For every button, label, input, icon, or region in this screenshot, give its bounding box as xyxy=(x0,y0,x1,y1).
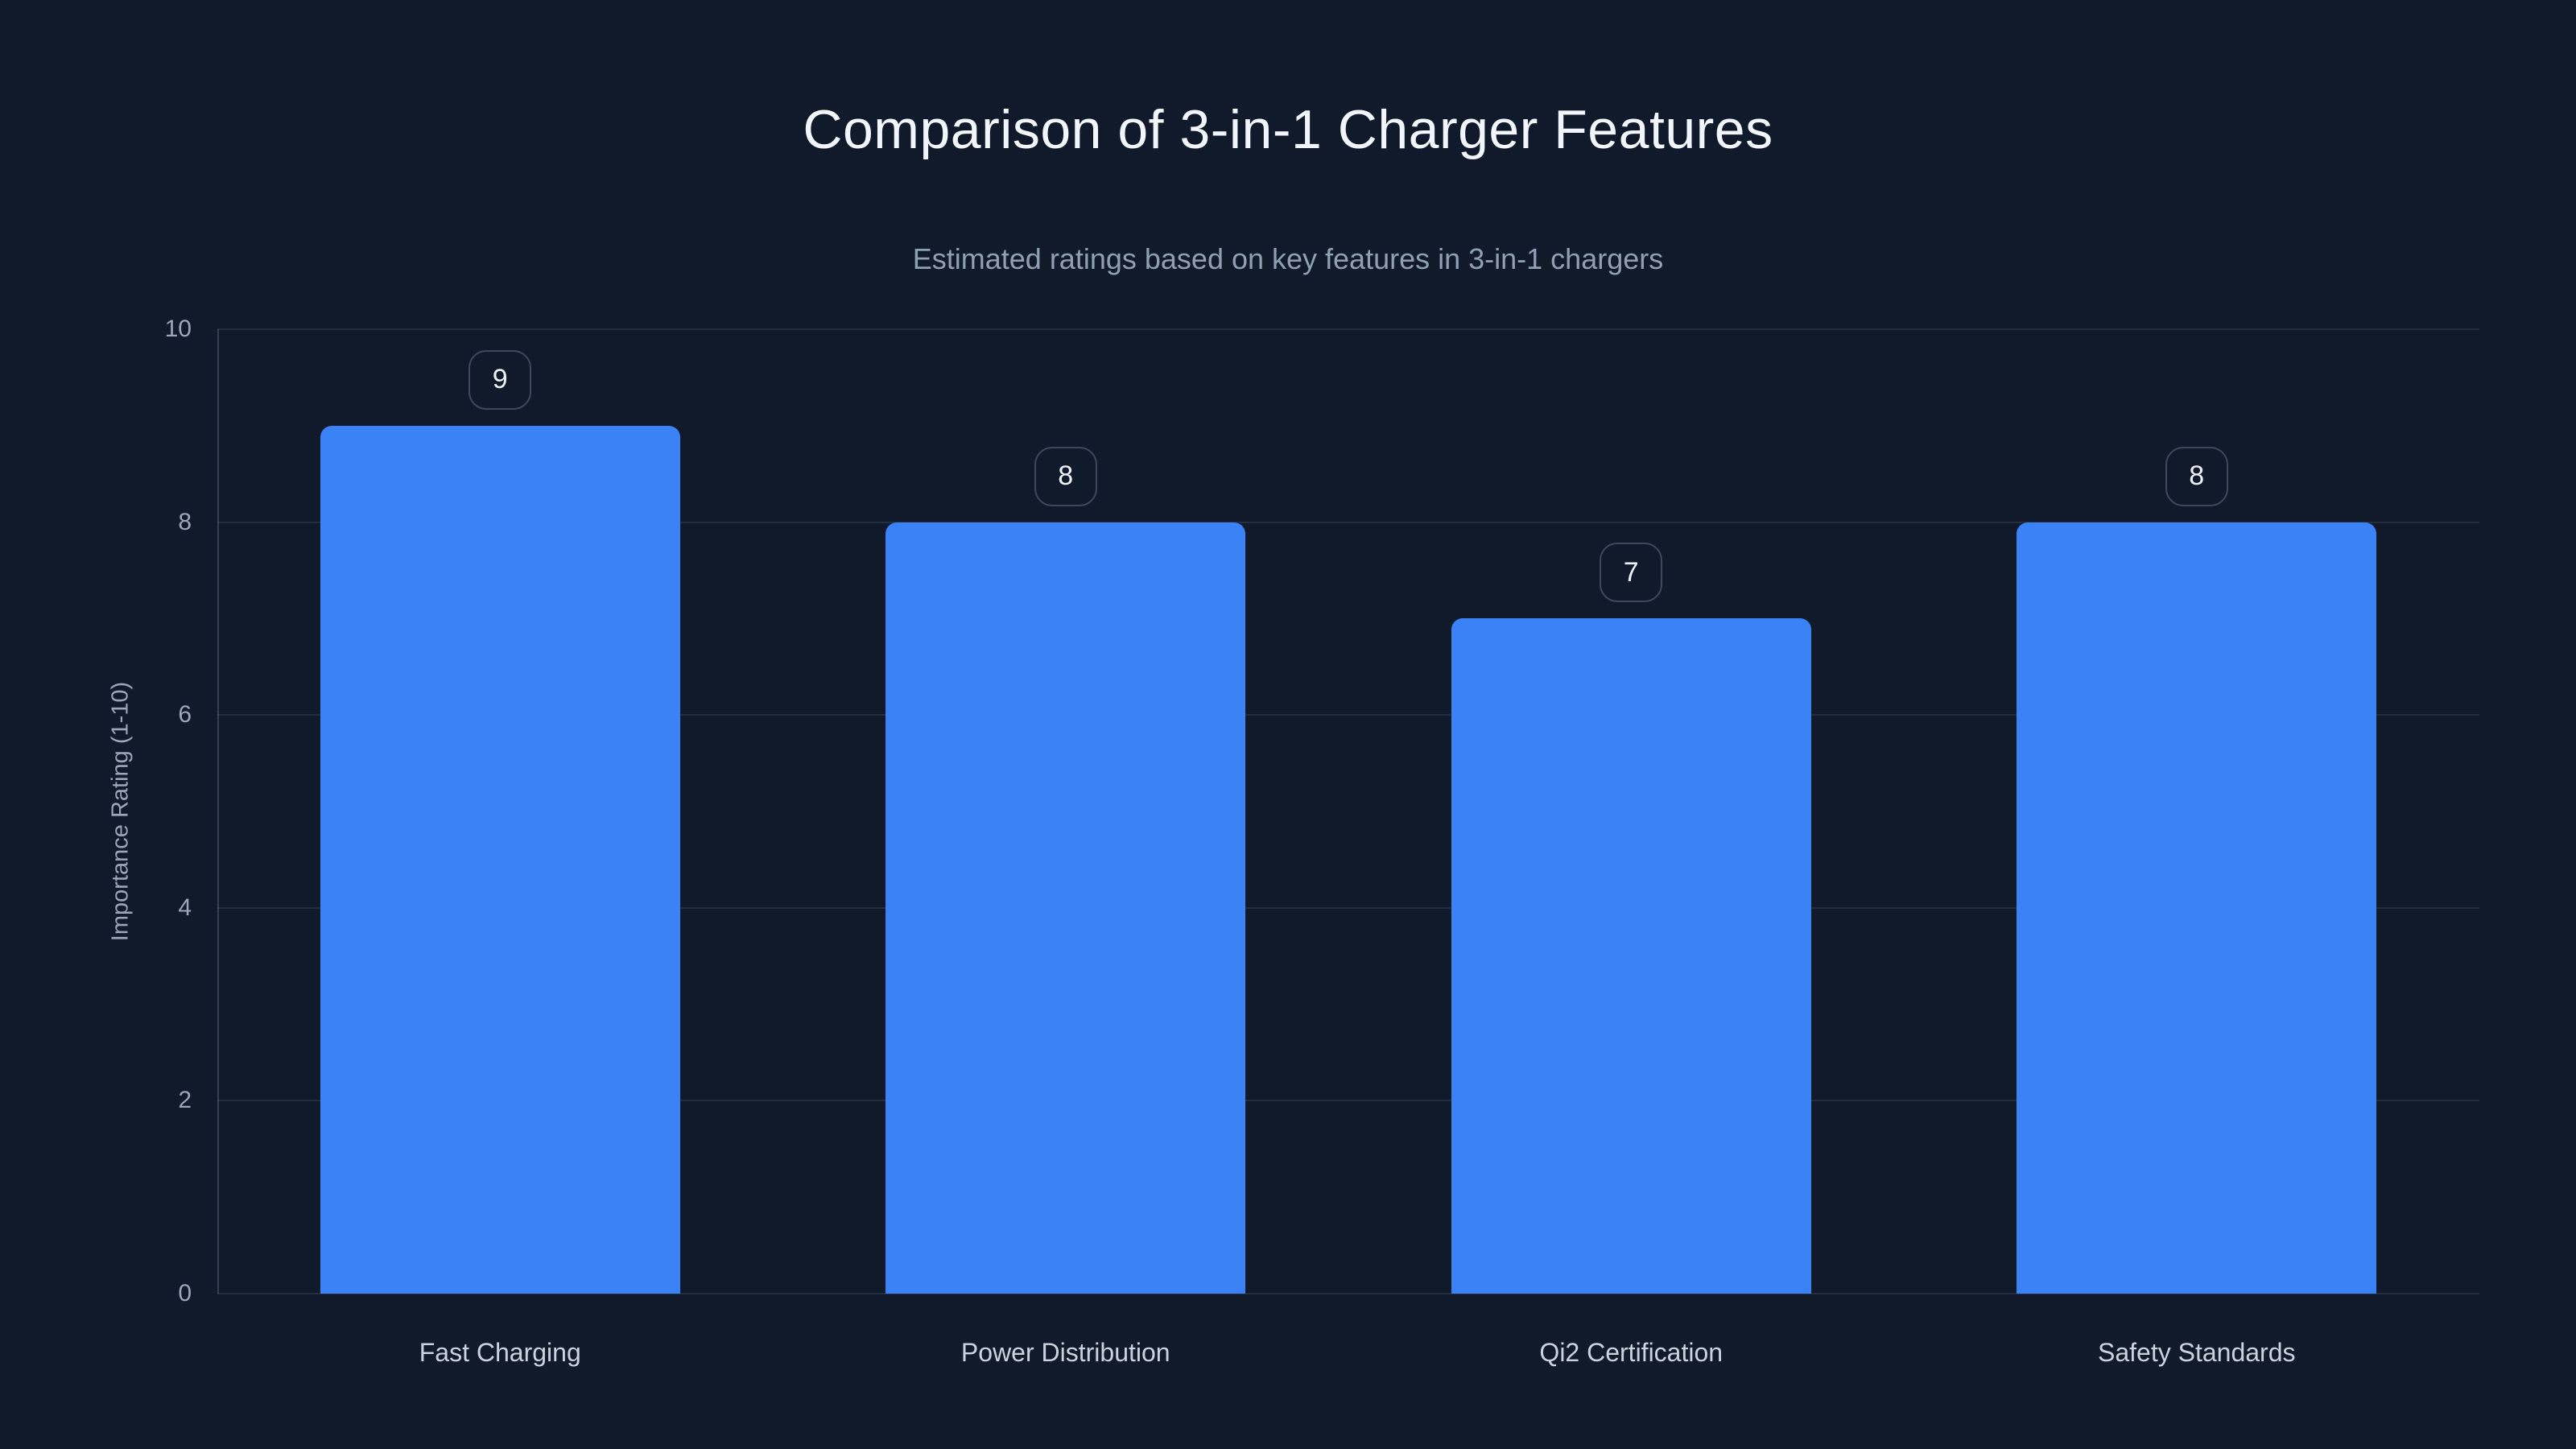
gridline xyxy=(217,328,2479,330)
bar[interactable] xyxy=(2017,522,2377,1294)
bar[interactable] xyxy=(1451,618,1811,1294)
gridline xyxy=(217,714,2479,716)
y-tick-label: 10 xyxy=(164,316,192,342)
gridline xyxy=(217,1293,2479,1294)
y-tick-label: 4 xyxy=(178,894,192,921)
y-tick-label: 2 xyxy=(178,1087,192,1114)
bar[interactable] xyxy=(320,425,680,1294)
bar[interactable] xyxy=(886,522,1246,1294)
value-badge: 8 xyxy=(1034,446,1097,506)
gridline xyxy=(217,1100,2479,1102)
x-tick-label: Qi2 Certification xyxy=(1539,1338,1724,1367)
value-badge: 7 xyxy=(1600,543,1663,603)
chart-subtitle: Estimated ratings based on key features … xyxy=(912,242,1664,275)
y-tick-label: 6 xyxy=(178,701,192,729)
gridline xyxy=(217,521,2479,523)
y-tick-label: 0 xyxy=(178,1280,192,1307)
gridline xyxy=(217,906,2479,909)
x-tick-label: Power Distribution xyxy=(960,1338,1170,1367)
x-tick-label: Fast Charging xyxy=(419,1338,581,1367)
value-badge: 8 xyxy=(2165,446,2228,506)
value-badge: 9 xyxy=(469,349,532,410)
x-tick-label: Safety Standards xyxy=(2098,1338,2296,1367)
y-axis-line xyxy=(217,329,219,1294)
y-tick-label: 8 xyxy=(178,508,192,535)
chart-title: Comparison of 3-in-1 Charger Features xyxy=(803,99,1773,160)
